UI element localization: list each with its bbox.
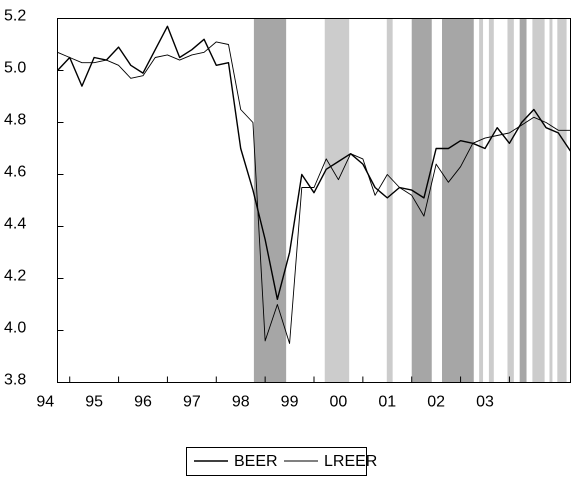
shaded-band (549, 18, 553, 383)
y-tick-label: 5.0 (4, 60, 26, 77)
legend: BEER LREER (186, 447, 377, 476)
x-tick-label: 00 (330, 394, 348, 411)
shaded-band (324, 18, 350, 383)
y-tick-label: 4.0 (4, 320, 26, 337)
x-tick-label: 95 (85, 394, 103, 411)
shaded-band (507, 18, 514, 383)
x-tick-label: 98 (232, 394, 250, 411)
x-tick-label: 01 (378, 394, 396, 411)
y-tick-label: 5.2 (4, 8, 26, 25)
legend-label: LREER (324, 453, 377, 470)
y-tick-label: 4.8 (4, 112, 26, 129)
shaded-band (411, 18, 432, 383)
shaded-band (253, 18, 287, 383)
axes: 3.8 4.0 4.2 4.4 4.6 4.8 5.0 5.2 94 95 96 97 98 99 00 01… (4, 8, 510, 411)
series-line (56, 25, 571, 300)
y-tick-label: 4.4 (4, 216, 26, 233)
series-line (57, 41, 571, 344)
x-tick-label: 99 (281, 394, 299, 411)
shaded-band (488, 18, 494, 383)
x-tick-label: 96 (134, 394, 152, 411)
shaded-band (532, 18, 545, 383)
x-tick-label: 97 (183, 394, 201, 411)
shaded-band (479, 18, 484, 383)
x-tick-label: 03 (476, 394, 494, 411)
x-tick-label: 94 (36, 394, 54, 411)
shaded-regions (253, 18, 567, 383)
series-lines (56, 25, 571, 344)
x-tick-label: 02 (427, 394, 445, 411)
shaded-band (386, 18, 393, 383)
y-tick-label: 4.2 (4, 268, 26, 285)
y-tick-label: 3.8 (4, 372, 26, 389)
legend-label: BEER (234, 453, 278, 470)
shaded-band (442, 18, 474, 383)
shaded-band (519, 18, 527, 383)
y-tick-label: 4.6 (4, 164, 26, 181)
shaded-band (557, 18, 567, 383)
